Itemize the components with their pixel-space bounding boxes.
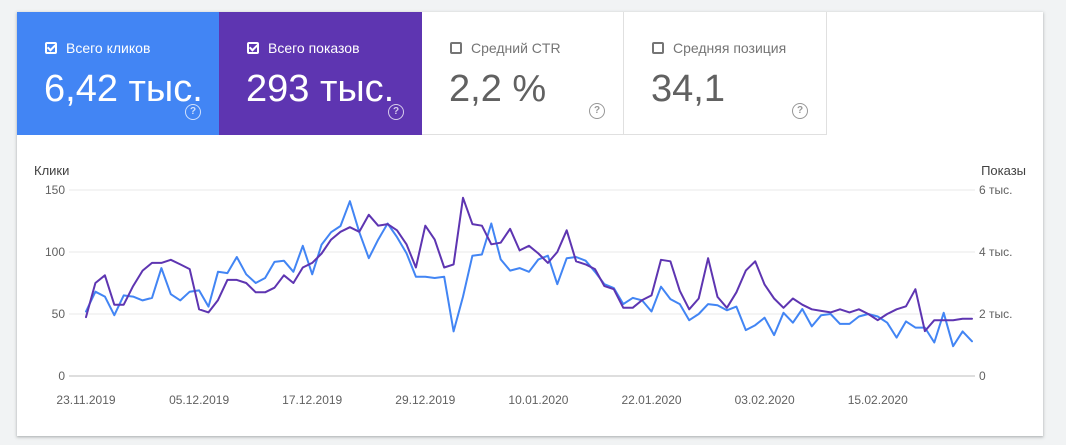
x-tick-label: 22.01.2020 (622, 393, 682, 407)
help-icon[interactable]: ? (185, 104, 201, 120)
metric-label: Средняя позиция (673, 40, 787, 56)
help-icon[interactable]: ? (388, 104, 404, 120)
metric-label: Всего кликов (66, 40, 151, 56)
performance-chart: Клики Показы 0 0 50 2 тыс. 100 4 тыс. 150 6 тыс. 2… (34, 163, 1026, 407)
clicks-series-line (85, 200, 973, 348)
left-axis-title: Клики (34, 163, 69, 178)
left-tick-label: 100 (45, 245, 65, 259)
right-tick-label: 4 тыс. (979, 245, 1012, 259)
performance-panel: Всего кликов 6,42 тыс. ? Всего показов 2… (17, 12, 1043, 436)
x-tick-label: 03.02.2020 (735, 393, 795, 407)
checkbox-icon[interactable] (450, 42, 462, 54)
checkbox-icon[interactable] (45, 42, 57, 54)
right-tick-label: 6 тыс. (979, 183, 1012, 197)
x-tick-label: 15.02.2020 (848, 393, 908, 407)
metric-value: 293 тыс. (246, 68, 395, 110)
metric-card-impressions[interactable]: Всего показов 293 тыс. ? (219, 12, 422, 135)
checkbox-icon[interactable] (652, 42, 664, 54)
right-tick-label: 0 (979, 369, 986, 383)
metric-value: 2,2 % (449, 68, 547, 110)
x-tick-label: 10.01.2020 (508, 393, 568, 407)
x-tick-label: 23.11.2019 (56, 393, 115, 407)
x-tick-label: 17.12.2019 (282, 393, 342, 407)
left-tick-label: 150 (45, 183, 65, 197)
checkbox-icon[interactable] (247, 42, 259, 54)
help-icon[interactable]: ? (589, 103, 605, 119)
left-tick-label: 50 (52, 307, 66, 321)
metric-label: Средний CTR (471, 40, 561, 56)
metric-value: 6,42 тыс. (44, 68, 203, 110)
metric-card-position[interactable]: Средняя позиция 34,1 ? (624, 12, 827, 135)
metric-card-ctr[interactable]: Средний CTR 2,2 % ? (422, 12, 624, 135)
help-icon[interactable]: ? (792, 103, 808, 119)
x-tick-label: 05.12.2019 (169, 393, 229, 407)
metric-card-clicks[interactable]: Всего кликов 6,42 тыс. ? (17, 12, 219, 135)
metric-value: 34,1 (651, 68, 725, 110)
impressions-series-line (85, 196, 973, 333)
right-tick-label: 2 тыс. (979, 307, 1012, 321)
right-axis-title: Показы (981, 163, 1026, 178)
x-tick-label: 29.12.2019 (395, 393, 455, 407)
metric-label: Всего показов (268, 40, 360, 56)
left-tick-label: 0 (58, 369, 65, 383)
